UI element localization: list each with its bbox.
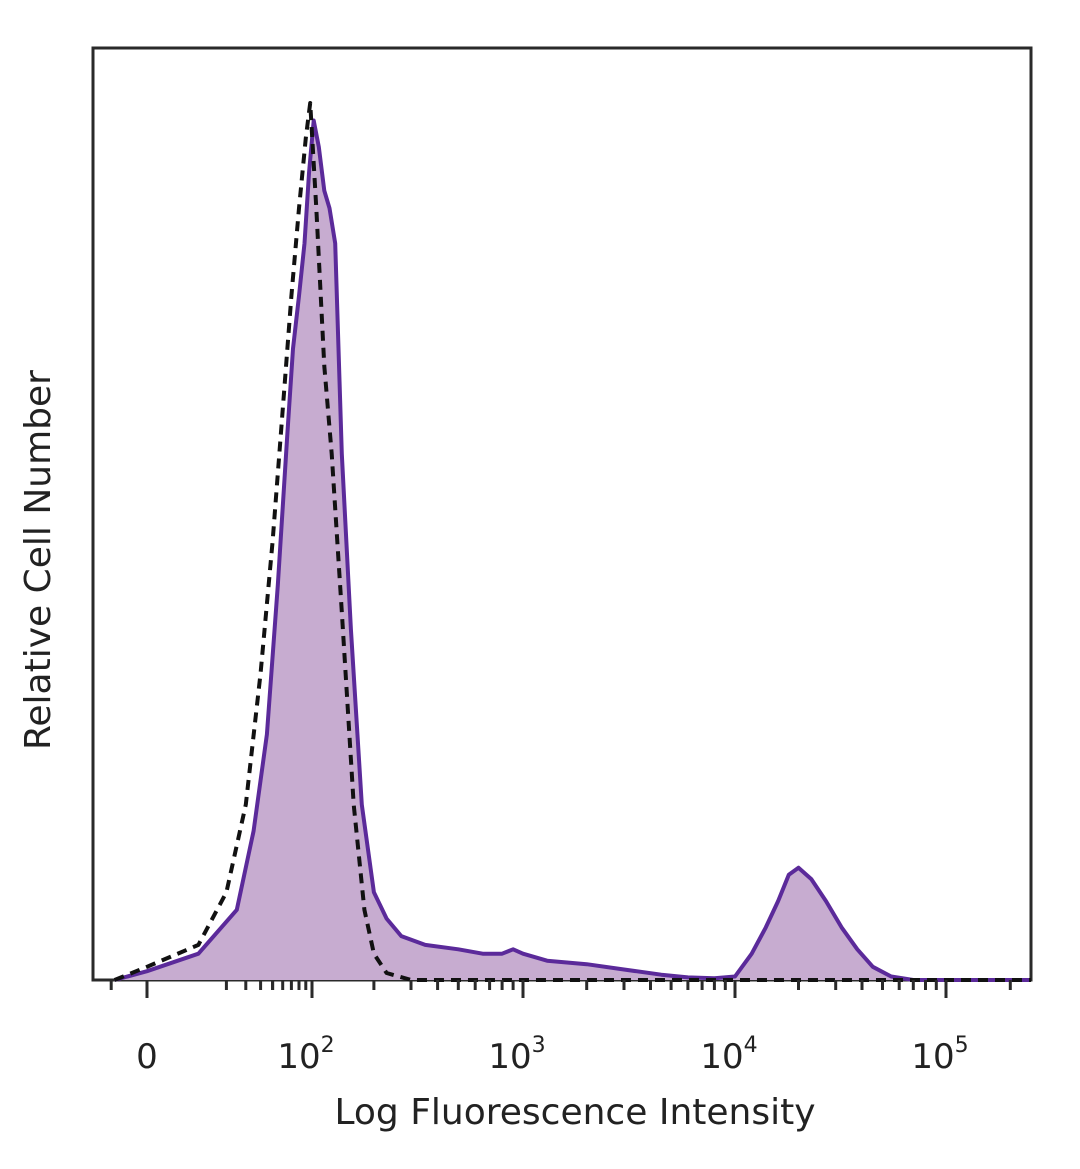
x-tick-label: 103 <box>488 1033 545 1077</box>
series-layer <box>113 101 1032 982</box>
x-tick-label: 0 <box>136 1037 158 1077</box>
plot-frame <box>91 46 1033 982</box>
x-tick-label: 102 <box>277 1033 334 1077</box>
series-1-line <box>114 118 1031 982</box>
x-tick-label: 105 <box>911 1033 968 1077</box>
x-axis-title: Log Fluorescence Intensity <box>334 1092 815 1133</box>
x-tick-label: 104 <box>700 1033 757 1077</box>
series-2-line <box>113 101 1031 982</box>
y-axis-title: Relative Cell Number <box>18 370 59 750</box>
x-tick-labels: 0 102 103 104 105 <box>136 1033 968 1077</box>
series-1-area <box>114 120 1032 980</box>
x-axis <box>109 980 1012 998</box>
